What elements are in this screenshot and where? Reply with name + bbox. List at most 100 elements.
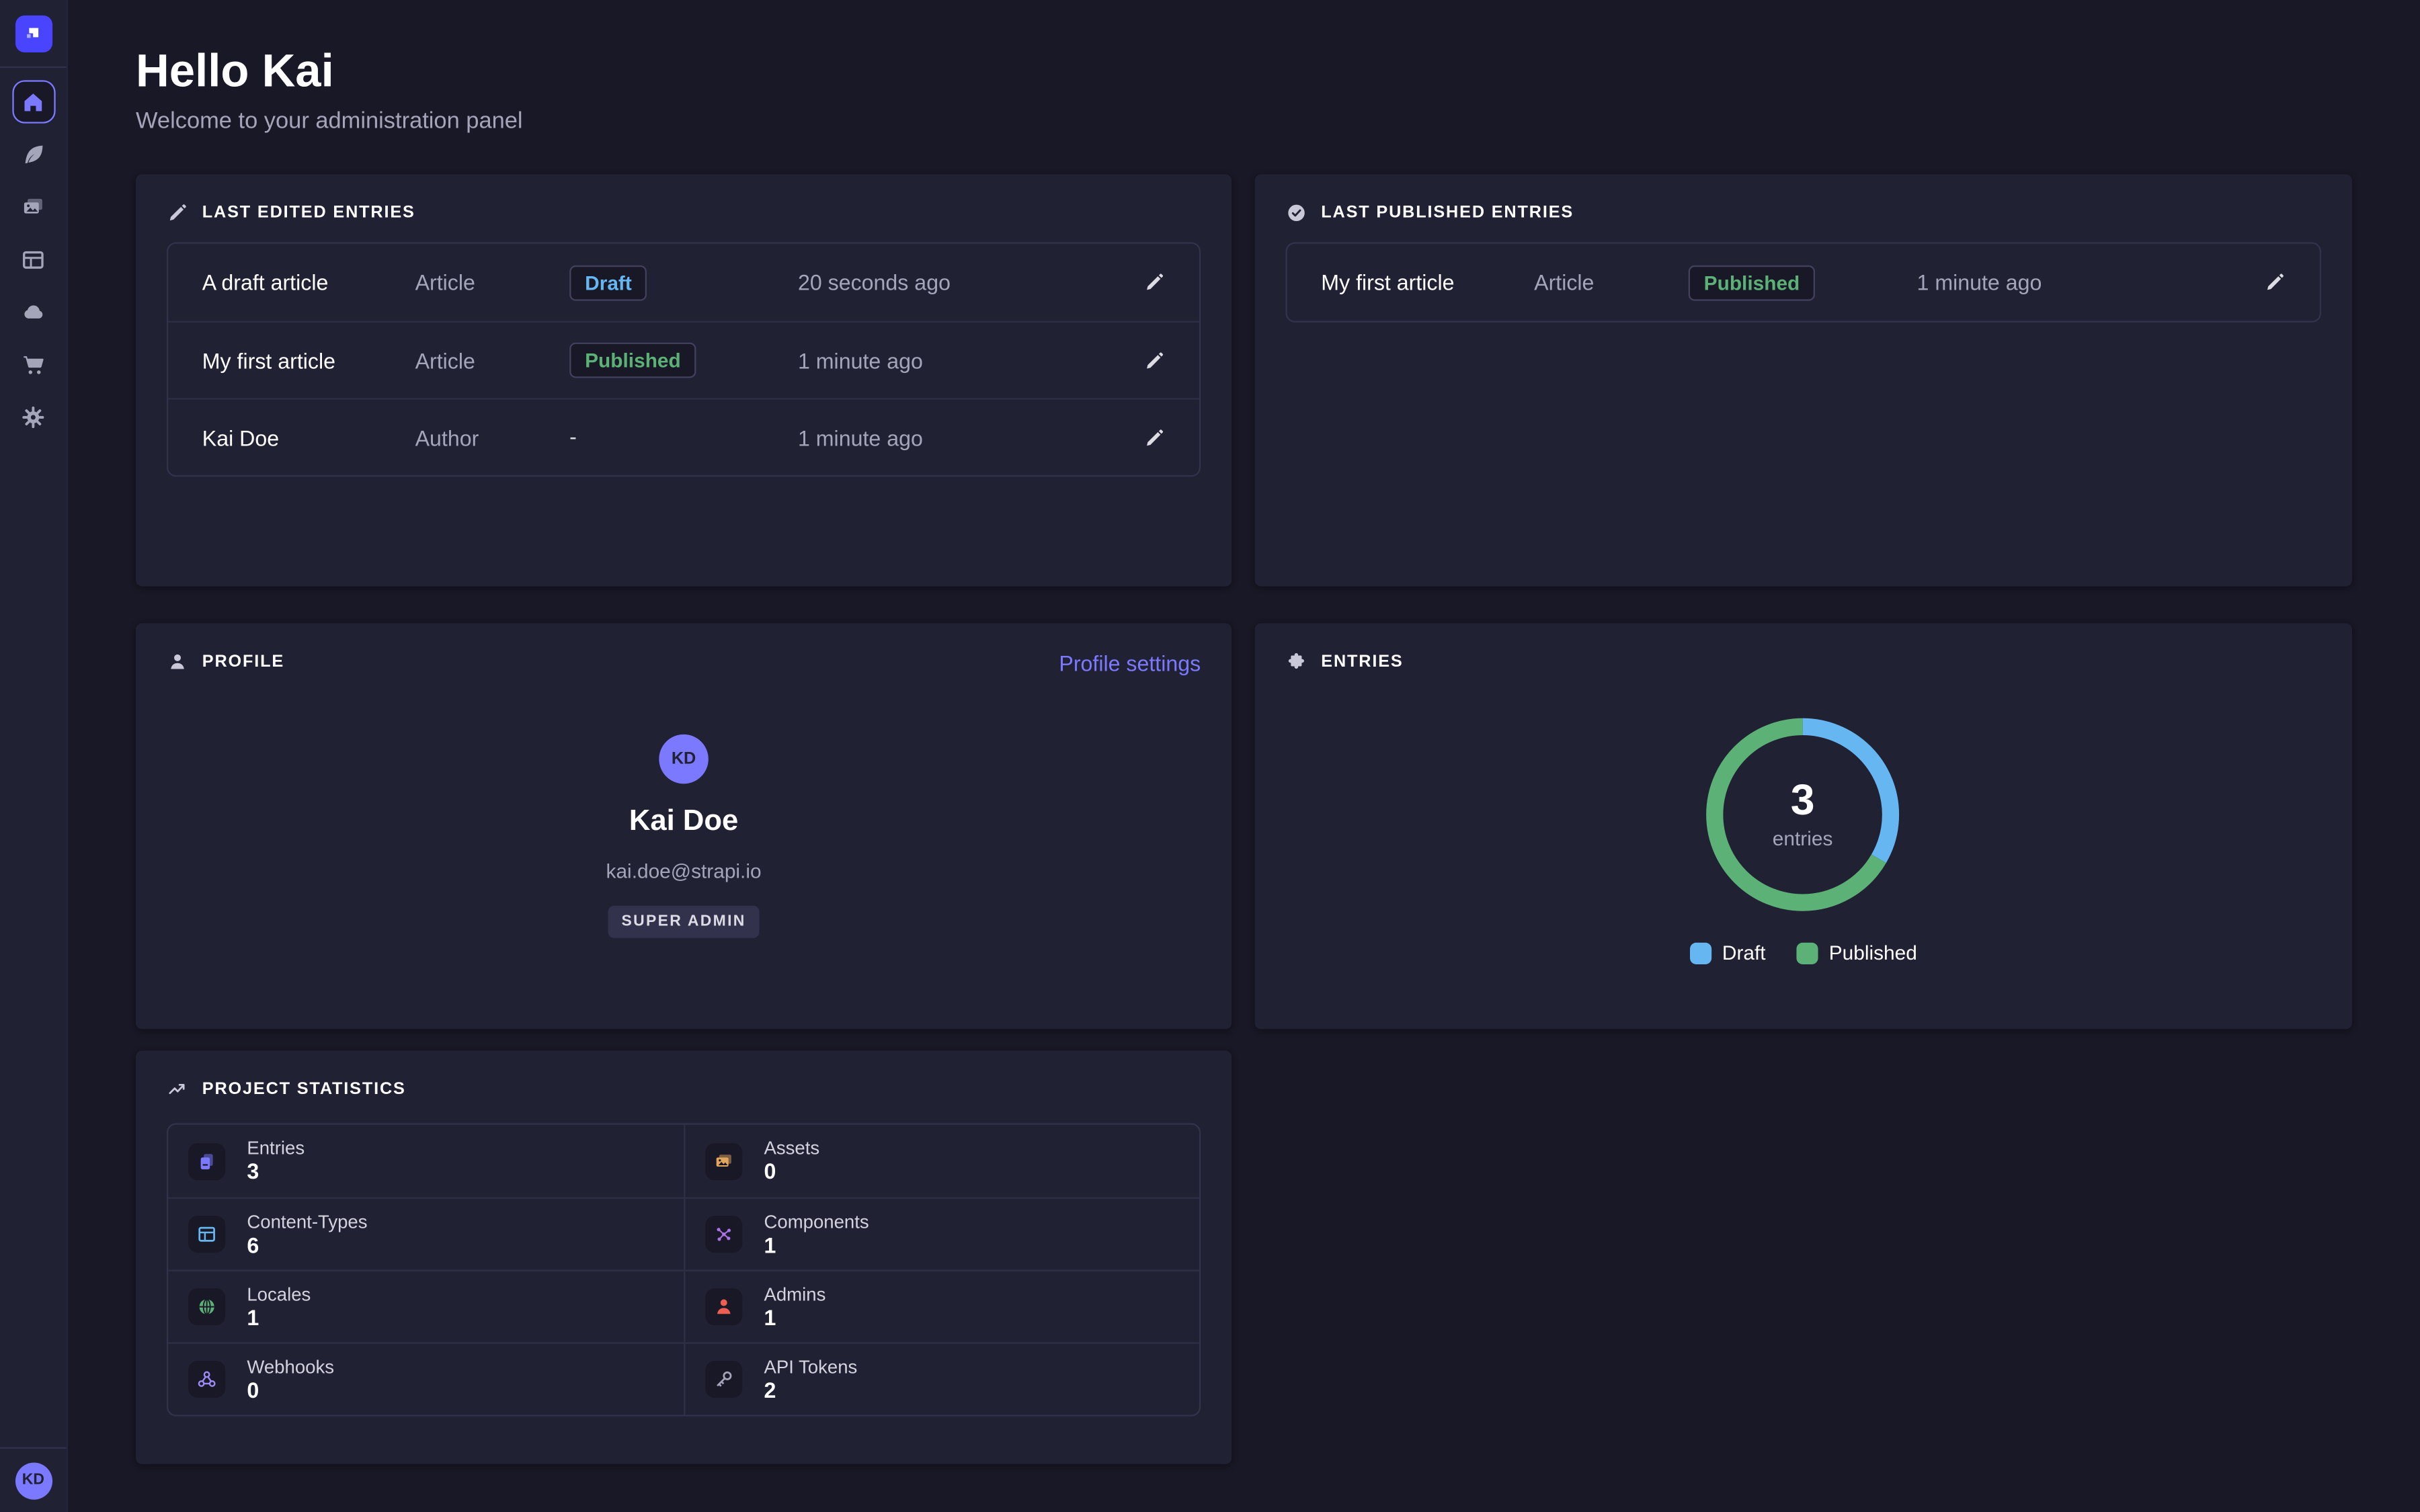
stat-admins: Admins 1 [684,1270,1199,1343]
legend-label: Draft [1722,941,1766,964]
draft-swatch [1690,942,1711,964]
entry-name: Kai Doe [202,425,415,450]
panel-header: PROFILE [167,651,284,673]
entry-time: 1 minute ago [798,348,1131,373]
feather-icon [20,141,46,167]
user-avatar[interactable]: KD [15,1462,52,1499]
api-tokens-icon [713,1368,735,1390]
edit-pencil-icon [1143,271,1165,293]
stat-label: Admins [764,1283,825,1304]
project-statistics-panel: PROJECT STATISTICS Entries 3 [136,1051,1232,1464]
entry-time: 1 minute ago [798,425,1131,450]
table-row: My first article Article Published 1 min… [1287,244,2320,321]
edit-button[interactable] [1131,271,1166,293]
entry-type: Article [1534,270,1689,295]
panel-header: LAST EDITED ENTRIES [167,202,415,224]
stat-value: 6 [247,1232,367,1258]
panel-title: LAST PUBLISHED ENTRIES [1321,204,1574,222]
edit-button[interactable] [1131,349,1166,371]
profile-email: kai.doe@strapi.io [606,859,762,882]
table-row: My first article Article Published 1 min… [168,321,1199,398]
panel-title: PROFILE [202,653,284,671]
panel-title: LAST EDITED ENTRIES [202,204,415,222]
edit-button[interactable] [2252,271,2286,293]
table-row: A draft article Article Draft 20 seconds… [168,244,1199,321]
stat-label: Locales [247,1283,311,1304]
images-icon [20,194,46,220]
entries-donut-chart: 3 entries [1695,707,1910,923]
stat-value: 1 [247,1304,311,1331]
stat-assets: Assets 0 [684,1125,1199,1198]
stat-label: Assets [764,1137,819,1159]
edit-button[interactable] [1131,427,1166,448]
profile-body: KD Kai Doe kai.doe@strapi.io SUPER ADMIN [136,734,1232,938]
stat-label: Content-Types [247,1210,367,1232]
content-types-icon [196,1224,218,1245]
entry-type: Article [415,348,570,373]
entries-total: 3 [1791,779,1815,822]
entry-time: 20 seconds ago [798,270,1131,295]
components-icon [713,1224,735,1245]
status-empty: - [569,423,577,448]
stat-entries: Entries 3 [168,1125,684,1198]
stats-table: Entries 3 Assets 0 [167,1123,1201,1416]
stat-label: Webhooks [247,1355,334,1377]
sidebar-item-content-manager[interactable] [11,132,54,175]
locales-icon [196,1296,218,1318]
sidebar: KD [0,0,68,1512]
sidebar-item-media-library[interactable] [11,185,54,228]
pencil-icon [167,202,188,224]
table-row: Kai Doe Author - 1 minute ago [168,398,1199,475]
stat-label: API Tokens [764,1355,857,1377]
strapi-logo-icon[interactable] [15,15,52,52]
profile-name: Kai Doe [629,805,738,839]
status-badge: Published [569,343,696,378]
panel-header: PROJECT STATISTICS [167,1079,406,1100]
strapi-logo-glyph [22,22,44,44]
edit-pencil-icon [1143,349,1165,371]
stat-locales: Locales 1 [168,1270,684,1343]
profile-avatar: KD [659,734,708,784]
entries-total-label: entries [1773,827,1833,850]
legend-label: Published [1829,941,1917,964]
published-swatch [1796,942,1818,964]
stat-label: Components [764,1210,869,1232]
sidebar-nav [0,68,67,1447]
stat-value: 3 [247,1159,305,1185]
legend-item-draft: Draft [1690,941,1766,964]
check-circle-icon [1285,202,1307,224]
entry-name: My first article [1321,270,1534,295]
cloud-icon [20,298,46,325]
stat-api-tokens: API Tokens 2 [684,1342,1199,1415]
last-edited-table: A draft article Article Draft 20 seconds… [167,242,1201,476]
stat-components: Components 1 [684,1198,1199,1270]
entry-name: My first article [202,348,415,373]
legend-item-published: Published [1796,941,1917,964]
last-published-entries-panel: LAST PUBLISHED ENTRIES My first article … [1255,174,2352,586]
sidebar-item-settings[interactable] [11,395,54,438]
last-edited-entries-panel: LAST EDITED ENTRIES A draft article Arti… [136,174,1232,586]
stat-label: Entries [247,1137,305,1159]
panel-title: PROJECT STATISTICS [202,1080,406,1099]
stat-value: 1 [764,1304,825,1331]
person-icon [167,651,188,673]
entry-time: 1 minute ago [1917,270,2252,295]
donut-center: 3 entries [1695,707,1910,923]
gear-icon [20,403,46,429]
strapi-dashboard: KD Hello Kai Welcome to your administrat… [0,0,2420,1512]
chart-legend: Draft Published [1255,941,2352,964]
sidebar-item-deploy[interactable] [11,290,54,333]
entry-type: Author [415,425,570,450]
assets-icon [713,1150,735,1172]
sidebar-item-marketplace[interactable] [11,343,54,386]
entries-icon [196,1150,218,1172]
logo-container [0,0,67,68]
sidebar-item-home[interactable] [11,80,54,123]
sidebar-user: KD [0,1447,67,1512]
last-published-table: My first article Article Published 1 min… [1285,242,2321,322]
sidebar-item-content-type-builder[interactable] [11,238,54,281]
page-title: Hello Kai [136,46,523,99]
profile-settings-link[interactable]: Profile settings [1059,651,1201,676]
home-icon [20,89,46,115]
puzzle-icon [1285,651,1307,673]
